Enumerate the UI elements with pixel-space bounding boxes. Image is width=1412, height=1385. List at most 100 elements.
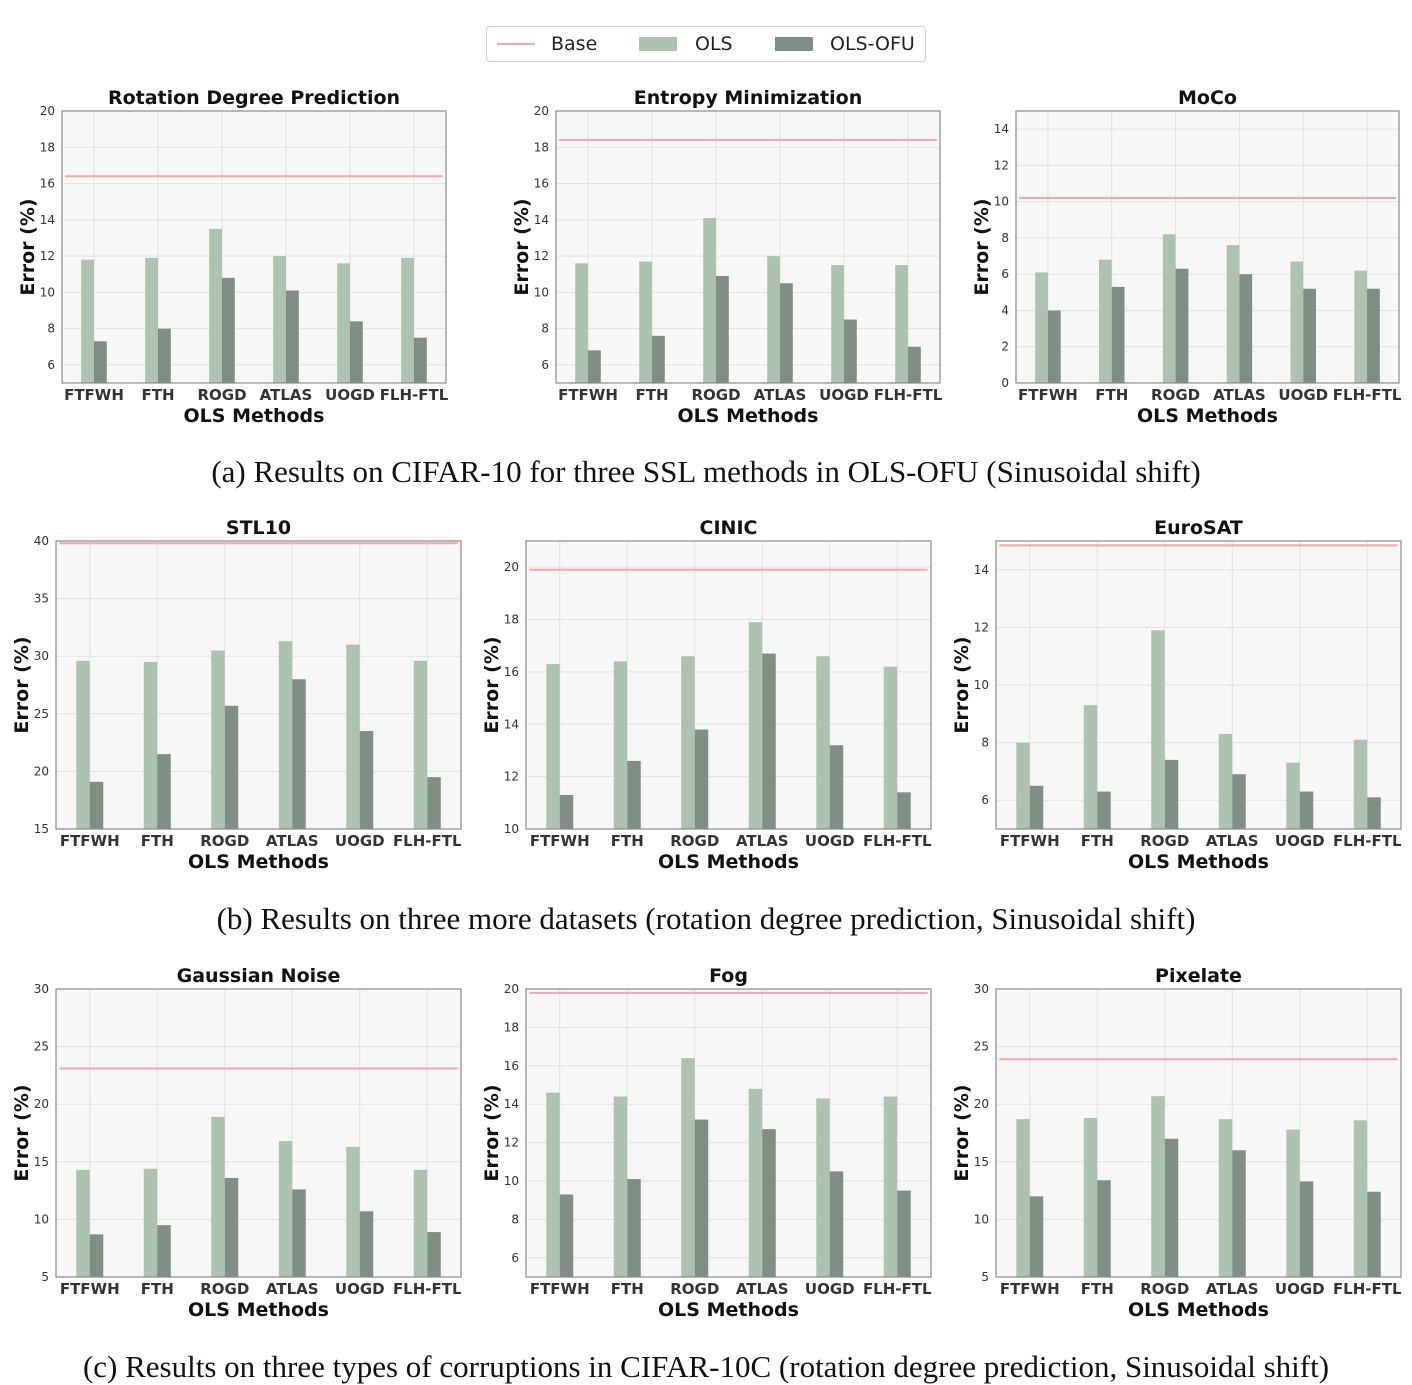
ols-ofu-bar-ftfwh	[94, 341, 107, 383]
chart-0: 6 8 10 12 14 16 18 20 FTFWH FTH ROGD ATLAS UOGD FLH-F…	[17, 87, 449, 427]
chart-title: EuroSAT	[1154, 517, 1243, 539]
y-tick-label: 15	[34, 1155, 49, 1169]
y-tick-label: 8	[1001, 231, 1009, 245]
plot-background	[62, 111, 446, 383]
y-tick-label: 8	[47, 322, 55, 336]
y-tick-label: 2	[1001, 340, 1009, 354]
y-tick-label: 6	[511, 1251, 519, 1265]
x-tick-label: ATLAS	[1206, 1280, 1259, 1298]
ols-bar-rogd	[1162, 234, 1176, 383]
x-tick-label: FTFWH	[1000, 1280, 1060, 1298]
y-axis-label: Error (%)	[951, 636, 973, 733]
ols-ofu-bar-fth	[1097, 1180, 1111, 1277]
chart-title: Fog	[709, 965, 748, 987]
y-tick-label: 20	[34, 1097, 49, 1111]
legend: Base OLS OLS-OFU	[486, 26, 926, 62]
chart-title: STL10	[226, 517, 291, 539]
ols-ofu-bar-ftfwh	[1029, 785, 1044, 829]
y-tick-label: 10	[994, 195, 1009, 209]
caption-b: (b) Results on three more datasets (rota…	[216, 901, 1196, 936]
chart-title: MoCo	[1178, 87, 1237, 109]
x-axis-label: OLS Methods	[1128, 851, 1269, 873]
y-tick-label: 12	[994, 158, 1009, 172]
ols-ofu-bar-uogd	[844, 319, 857, 383]
y-tick-label: 35	[34, 592, 49, 606]
y-tick-label: 14	[974, 563, 989, 577]
chart-title: CINIC	[700, 517, 758, 539]
ols-bar-atlas	[748, 1088, 763, 1277]
ols-bar-fth	[1083, 705, 1098, 829]
ols-ofu-bar-rogd	[1164, 1138, 1179, 1277]
ols-bar-uogd	[1290, 261, 1304, 383]
plot-background	[1016, 111, 1399, 383]
ols-ofu-bar-fth	[157, 754, 171, 829]
y-tick-label: 40	[34, 534, 49, 548]
ols-bar-atlas	[1218, 1119, 1233, 1277]
y-tick-label: 20	[34, 764, 49, 778]
ols-bar-ftfwh	[76, 660, 90, 829]
ols-bar-rogd	[209, 228, 222, 383]
x-axis-label: OLS Methods	[1137, 405, 1278, 427]
plot-background	[556, 111, 940, 383]
y-tick-label: 8	[511, 1212, 519, 1226]
ols-bar-rogd	[211, 1116, 225, 1277]
plot-area: 6 8 10 12 14 16 18 20 FTFWH FTH ROGD ATLAS UOGD FLH-F…	[511, 87, 943, 427]
y-tick-label: 5	[41, 1270, 49, 1284]
legend-base-swatch	[497, 43, 535, 45]
x-tick-label: FTH	[1081, 832, 1114, 850]
legend-ols-ofu-swatch	[775, 37, 813, 51]
ols-bar-flh-ftl	[401, 257, 414, 383]
x-tick-label: FTFWH	[60, 1280, 120, 1298]
ols-bar-ftfwh	[1016, 1119, 1030, 1277]
plot-frame	[555, 110, 941, 384]
ols-bar-fth	[639, 261, 652, 383]
ols-bar-flh-ftl	[413, 1169, 428, 1277]
ols-ofu-bar-fth	[158, 328, 171, 383]
ols-ofu-bar-fth	[627, 1179, 641, 1277]
y-tick-label: 14	[40, 213, 55, 227]
x-tick-label: ATLAS	[1213, 386, 1266, 404]
y-tick-label: 6	[541, 358, 549, 372]
plot-area: 6 8 10 12 14 FTFWH FTH ROGD ATLAS UOGD FLH-FTL Euro…	[951, 517, 1402, 873]
y-tick-label: 12	[504, 770, 519, 784]
y-tick-label: 6	[981, 793, 989, 807]
ols-ofu-bar-flh-ftl	[1367, 1191, 1381, 1277]
y-tick-label: 30	[974, 982, 989, 996]
legend-ols-swatch	[639, 37, 677, 51]
x-tick-label: UOGD	[805, 832, 855, 850]
y-tick-label: 10	[504, 1174, 519, 1188]
ols-ofu-bar-flh-ftl	[427, 777, 441, 829]
ols-ofu-bar-ftfwh	[89, 1234, 104, 1277]
x-tick-label: UOGD	[805, 1280, 855, 1298]
plot-area: 6 8 10 12 14 16 18 20 FTFWH FTH ROGD ATLAS UOGD FLH-F…	[481, 965, 932, 1321]
y-tick-label: 18	[504, 1020, 519, 1034]
x-tick-label: FTH	[611, 1280, 644, 1298]
x-tick-label: ROGD	[200, 832, 249, 850]
plot-background	[526, 989, 931, 1277]
x-axis-label: OLS Methods	[658, 1299, 799, 1321]
y-tick-label: 20	[974, 1097, 989, 1111]
x-tick-label: FLH-FTL	[380, 386, 449, 404]
y-axis-label: Error (%)	[971, 198, 993, 295]
x-tick-label: FTH	[611, 832, 644, 850]
x-tick-label: UOGD	[819, 386, 869, 404]
ols-ofu-bar-flh-ftl	[1367, 797, 1381, 829]
legend-base-label: Base	[551, 33, 598, 55]
y-axis-label: Error (%)	[481, 1084, 503, 1181]
ols-ofu-bar-flh-ftl	[897, 792, 911, 829]
ols-bar-rogd	[211, 650, 225, 829]
y-axis-label: Error (%)	[481, 636, 503, 733]
ols-ofu-bar-atlas	[1232, 1150, 1246, 1277]
x-tick-label: FLH-FTL	[874, 386, 943, 404]
ols-bar-flh-ftl	[1353, 739, 1368, 829]
ols-bar-fth	[1098, 259, 1112, 383]
x-tick-label: FTH	[1095, 386, 1128, 404]
x-tick-label: UOGD	[1278, 386, 1328, 404]
x-tick-label: ROGD	[197, 386, 246, 404]
ols-ofu-bar-flh-ftl	[897, 1190, 911, 1277]
ols-ofu-bar-fth	[1097, 791, 1111, 829]
x-tick-label: FTFWH	[1018, 386, 1078, 404]
x-axis-label: OLS Methods	[658, 851, 799, 873]
plot-frame	[525, 988, 932, 1278]
ols-bar-uogd	[1286, 762, 1300, 829]
